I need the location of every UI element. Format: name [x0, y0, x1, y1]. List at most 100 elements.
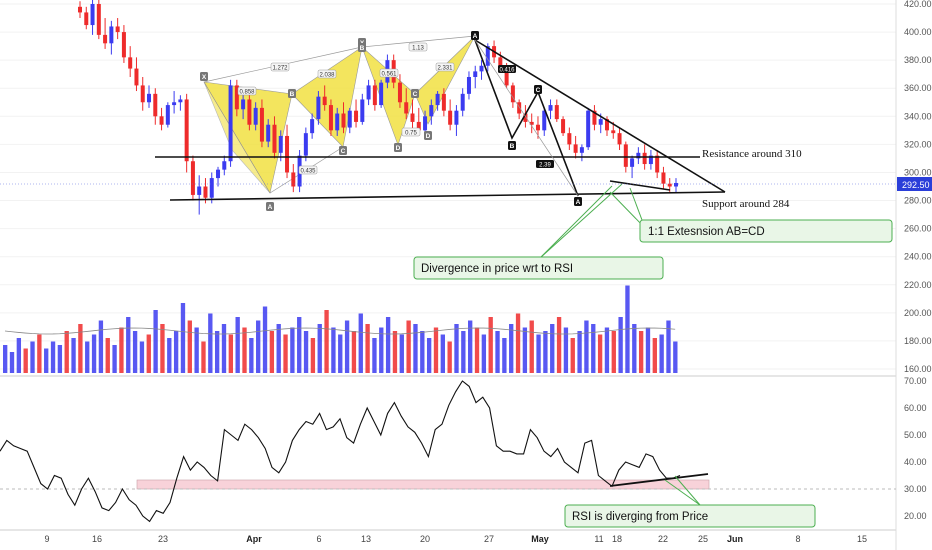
candle-body — [178, 99, 183, 103]
volume-bar — [618, 317, 623, 373]
volume-bar — [112, 345, 117, 373]
candle-body — [203, 186, 208, 198]
pattern-point-labels: XABCDXABCABCD — [200, 31, 582, 211]
candle-body — [291, 172, 296, 187]
resistance-label: Resistance around 310 — [702, 148, 802, 160]
time-axis: 9 16 23 Apr 6 13 20 27 May 11 18 22 25 Jun 8 15 — [44, 534, 867, 544]
last-price-badge: 292.50 — [0, 177, 932, 191]
volume-bar — [153, 310, 158, 373]
volume-bar — [30, 341, 35, 373]
candle-body — [548, 105, 553, 111]
pattern-point-label: A — [576, 199, 581, 206]
x-tick-label: 16 — [92, 534, 102, 544]
volume-bar — [645, 327, 651, 373]
volume-bar — [297, 317, 302, 373]
volume-bar — [399, 334, 404, 373]
x-tick-label: 18 — [612, 534, 622, 544]
volume-bar — [413, 324, 418, 373]
volume-bar — [132, 331, 138, 373]
callout-rsi-text: RSI is diverging from Price — [572, 511, 708, 523]
callout-divergence-text: Divergence in price wrt to RSI — [421, 263, 573, 275]
pattern-ratio-label: 2.331 — [437, 66, 453, 72]
pattern-ratio-box — [536, 160, 554, 168]
volume-bar — [3, 345, 8, 373]
volume-bar — [372, 338, 377, 373]
pattern-ratio-box — [317, 69, 337, 79]
volume-bar — [214, 331, 220, 373]
volume-bar — [406, 320, 411, 373]
pattern-ratio-label: 1.272 — [272, 66, 288, 72]
x-tick-label: 22 — [658, 534, 668, 544]
rsi-axis: 70.00 60.00 50.00 40.00 30.00 20.00 — [904, 376, 927, 521]
volume-bar — [522, 327, 528, 373]
pattern-ratio-label: 0.561 — [381, 72, 397, 78]
candle-body — [567, 133, 572, 145]
pattern-ratio-box — [408, 42, 428, 52]
pattern-point-marker — [534, 85, 542, 94]
volume-bar — [283, 334, 288, 373]
volume-bar — [597, 334, 603, 373]
volume-bar — [509, 324, 514, 373]
volume-bar — [23, 348, 28, 373]
price-tick-label: 200.00 — [904, 308, 932, 318]
candle-body — [103, 34, 108, 44]
pattern-point-marker — [339, 146, 347, 155]
candle-body — [128, 57, 133, 69]
candle-body — [667, 183, 672, 187]
candle-body — [435, 93, 440, 106]
volume-bar — [392, 331, 398, 373]
pattern-ratio-box — [298, 165, 318, 175]
rsi-tick-label: 50.00 — [904, 430, 927, 440]
volume-bar — [440, 334, 445, 373]
pattern-point-label: X — [202, 74, 207, 81]
rsi-tick-label: 70.00 — [904, 376, 927, 386]
candle-body — [661, 172, 666, 184]
candle-body — [485, 46, 490, 66]
callout-rsi: RSI is diverging from Price — [564, 475, 816, 528]
candle-body — [316, 96, 321, 120]
price-tick-label: 240.00 — [904, 252, 932, 262]
candle-body — [234, 85, 239, 110]
candle-body — [197, 186, 202, 195]
volume-bar — [550, 324, 555, 373]
volume-bar — [556, 317, 562, 373]
candle-body — [510, 85, 515, 103]
volume-bar — [139, 341, 145, 373]
candle-body — [573, 144, 578, 153]
pattern-point-label: A — [268, 204, 273, 211]
candle-body — [78, 6, 82, 13]
candle-body — [623, 144, 628, 167]
volume-bar — [474, 327, 480, 373]
candle-body — [554, 105, 559, 120]
volume-bar — [37, 334, 42, 373]
candle-body — [498, 57, 503, 66]
last-price: 292.50 — [902, 180, 930, 190]
candle-body — [354, 110, 359, 122]
volume-bar — [426, 338, 432, 373]
volume-bar — [64, 331, 69, 373]
price-tick-label: 340.00 — [904, 111, 932, 121]
pattern-ratio-label: 0.435 — [300, 169, 316, 175]
x-tick-label: 6 — [316, 534, 321, 544]
pattern-point-marker — [508, 141, 516, 150]
pattern-ratio-box — [270, 62, 290, 72]
pattern-point-marker — [424, 131, 432, 140]
volume-bar — [303, 331, 309, 373]
volume-bar — [98, 320, 104, 373]
candle-body — [466, 77, 471, 94]
candle-body — [366, 85, 371, 100]
volume-bar — [146, 334, 151, 373]
volume-bar — [447, 341, 452, 373]
rsi-tick-label: 30.00 — [904, 484, 927, 494]
pattern-point-marker — [358, 43, 366, 52]
candle-body — [655, 155, 660, 173]
pattern-point-marker — [266, 202, 274, 211]
price-tick-label: 220.00 — [904, 280, 932, 290]
volume-bar — [502, 338, 507, 373]
volume-bar — [167, 338, 172, 373]
volume-bar — [638, 331, 644, 373]
pattern-point-marker — [200, 72, 208, 81]
candle-body — [285, 135, 290, 173]
volume-bar — [495, 331, 500, 373]
candle-body — [404, 102, 409, 114]
